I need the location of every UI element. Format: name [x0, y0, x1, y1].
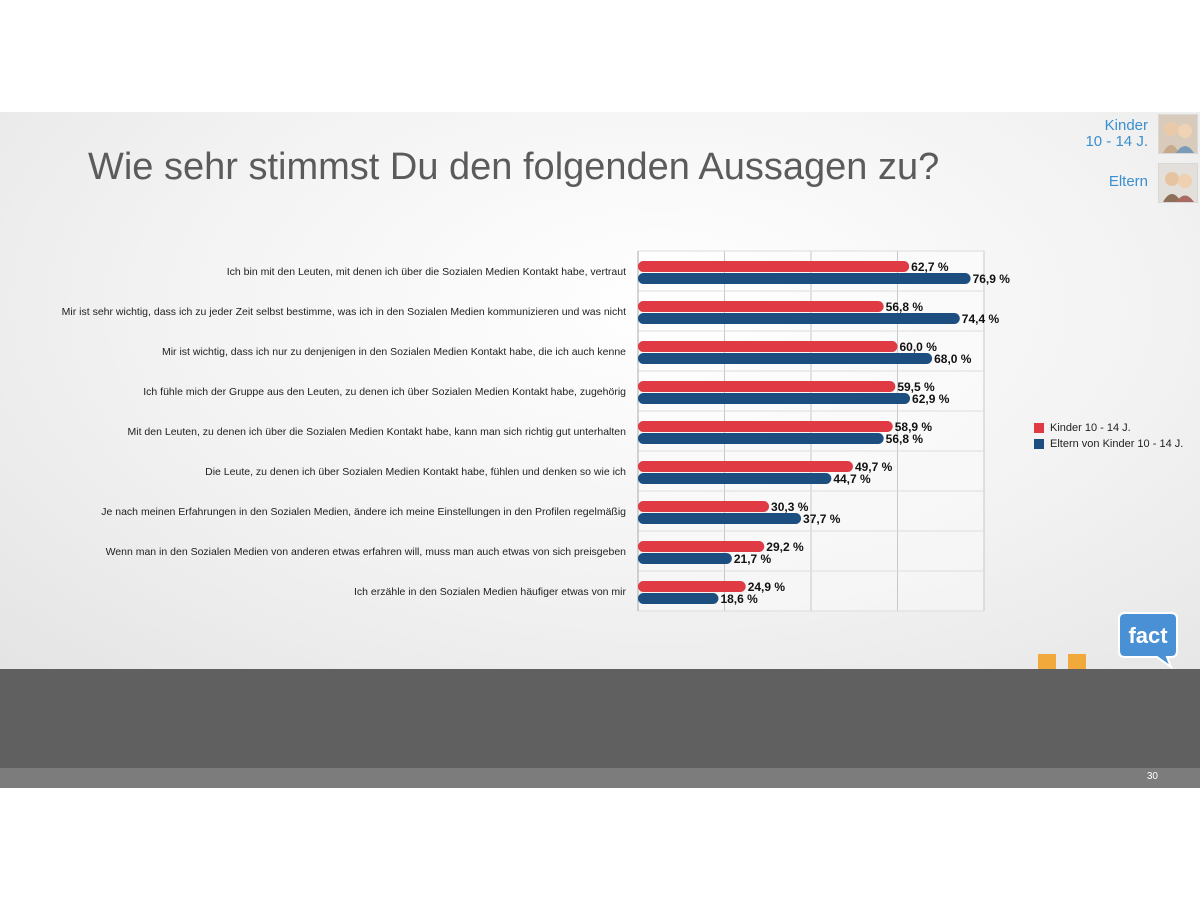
bar-chart: Ich bin mit den Leuten, mit denen ich üb… [62, 250, 1011, 612]
bar-kids [638, 381, 896, 392]
bar-parents [638, 313, 960, 324]
bar-kids [638, 341, 898, 352]
data-label: 24,9 % [748, 580, 786, 594]
audience-parents-label: Eltern [1108, 173, 1148, 190]
category-label: Wenn man in den Sozialen Medien von ande… [106, 546, 627, 558]
category-label: Mit den Leuten, zu denen ich über die So… [128, 426, 627, 438]
data-label: 60,0 % [900, 340, 938, 354]
bar-kids [638, 461, 853, 472]
fact-logo-text: fact [1128, 623, 1168, 648]
bar-parents [638, 473, 832, 484]
data-label: 37,7 % [803, 512, 841, 526]
parents-photo [1158, 163, 1198, 203]
data-label: 49,7 % [855, 460, 893, 474]
data-label: 68,0 % [934, 352, 972, 366]
page-title: Wie sehr stimmst Du den folgenden Aussag… [88, 146, 940, 188]
bar-kids [638, 421, 893, 432]
legend-label-parents: Eltern von Kinder 10 - 14 J. [1050, 438, 1184, 450]
bar-parents [638, 593, 719, 604]
data-label: 76,9 % [973, 272, 1011, 286]
bar-parents [638, 513, 802, 524]
bar-parents [638, 273, 971, 284]
category-label: Ich bin mit den Leuten, mit denen ich üb… [227, 266, 626, 278]
data-label: 30,3 % [771, 500, 809, 514]
footer-bar: 30 [0, 768, 1200, 788]
legend-item-parents: Eltern von Kinder 10 - 14 J. [1034, 436, 1183, 452]
data-label: 62,9 % [912, 392, 950, 406]
category-label: Mir ist sehr wichtig, dass ich zu jeder … [62, 306, 626, 318]
bar-kids [638, 581, 746, 592]
kids-photo [1158, 114, 1198, 154]
data-label: 56,8 % [886, 300, 924, 314]
slide: Wie sehr stimmst Du den folgenden Aussag… [0, 112, 1200, 698]
category-label: Ich erzähle in den Sozialen Medien häufi… [354, 586, 626, 598]
bar-kids [638, 541, 765, 552]
bar-parents [638, 433, 884, 444]
data-label: 62,7 % [911, 260, 949, 274]
category-label: Ich fühle mich der Gruppe aus den Leuten… [143, 386, 626, 398]
data-label: 29,2 % [766, 540, 804, 554]
page-number: 30 [1146, 771, 1158, 782]
bar-parents [638, 393, 911, 404]
legend-label-kids: Kinder 10 - 14 J. [1050, 422, 1131, 434]
data-label: 74,4 % [962, 312, 1000, 326]
data-label: 56,8 % [886, 432, 924, 446]
data-label: 58,9 % [895, 420, 933, 434]
bar-kids [638, 261, 910, 272]
data-label: 21,7 % [734, 552, 772, 566]
bar-parents [638, 353, 933, 364]
legend-swatch-kids [1034, 423, 1044, 433]
bar-kids [638, 301, 884, 312]
audience-kids-label: Kinder 10 - 14 J. [1085, 118, 1148, 150]
category-label: Mir ist wichtig, dass ich nur zu denjeni… [162, 346, 626, 358]
legend-swatch-parents [1034, 439, 1044, 449]
data-label: 18,6 % [720, 592, 758, 606]
footer-band [0, 669, 1200, 768]
audience-kids-line1: Kinder [1104, 117, 1148, 134]
legend-item-kids: Kinder 10 - 14 J. [1034, 420, 1183, 436]
fact-logo: fact [1117, 607, 1181, 676]
category-label: Je nach meinen Erfahrungen in den Sozial… [101, 506, 626, 518]
data-label: 59,5 % [897, 380, 935, 394]
bar-kids [638, 501, 770, 512]
bar-parents [638, 553, 732, 564]
category-label: Die Leute, zu denen ich über Sozialen Me… [205, 466, 626, 478]
legend: Kinder 10 - 14 J. Eltern von Kinder 10 -… [1034, 420, 1183, 452]
audience-kids-line2: 10 - 14 J. [1085, 133, 1148, 150]
data-label: 44,7 % [833, 472, 871, 486]
